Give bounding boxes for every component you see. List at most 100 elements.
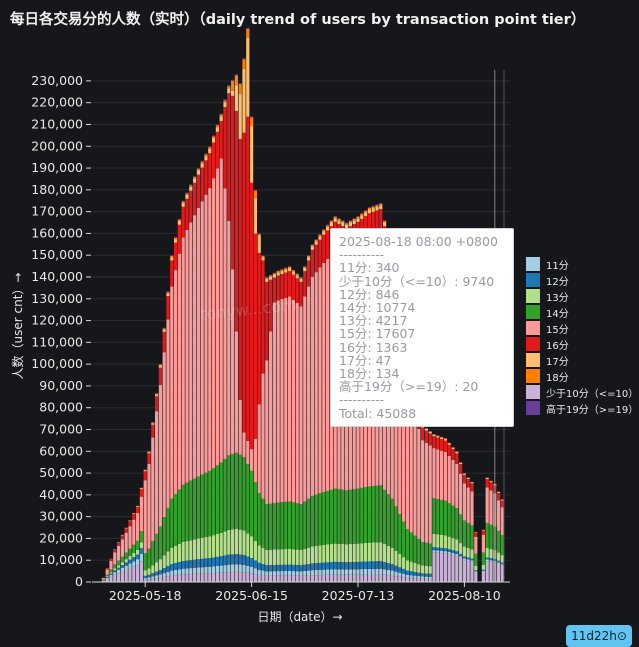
- bar-segment: [474, 565, 478, 571]
- bar-segment: [139, 561, 143, 582]
- bar-segment: [356, 218, 360, 222]
- bar-segment: [120, 562, 124, 566]
- bar-segment: [227, 220, 231, 456]
- bar-segment: [421, 427, 425, 441]
- bar-segment: [215, 556, 219, 566]
- tooltip-line: 12分: 846: [339, 286, 400, 302]
- bar-segment: [136, 513, 140, 541]
- bar-segment: [193, 215, 197, 479]
- bar-segment: [459, 464, 463, 474]
- bar-segment: [333, 574, 337, 582]
- bar-segment: [269, 276, 273, 280]
- legend-item[interactable]: 11分: [526, 256, 638, 272]
- bar-segment: [307, 564, 311, 571]
- bar-segment: [253, 233, 257, 439]
- bar-segment: [177, 224, 181, 254]
- bar-segment: [189, 480, 193, 541]
- tooltip-line: 11分: 340: [339, 260, 400, 276]
- bar-segment: [242, 58, 246, 60]
- bar-segment: [497, 492, 501, 493]
- bar-segment: [333, 216, 337, 219]
- bar-segment: [265, 276, 269, 278]
- bar-segment: [166, 551, 170, 567]
- bar-segment: [379, 561, 383, 569]
- bar-segment: [174, 494, 178, 546]
- bar-segment: [318, 267, 322, 494]
- legend-item[interactable]: 17分: [526, 352, 638, 368]
- bar-segment: [428, 431, 432, 434]
- bar-segment: [147, 574, 151, 578]
- bar-segment: [405, 570, 409, 575]
- legend-item[interactable]: 15分: [526, 320, 638, 336]
- bar-segment: [284, 548, 288, 565]
- bar-segment: [253, 540, 257, 561]
- bar-segment: [147, 452, 151, 454]
- bar-segment: [470, 549, 474, 559]
- bar-segment: [367, 568, 371, 575]
- bar-segment: [223, 102, 227, 108]
- bar-segment: [238, 83, 242, 85]
- bar-segment: [417, 428, 421, 539]
- bar-segment: [219, 565, 223, 573]
- bar-segment: [246, 565, 250, 573]
- bar-segment: [215, 168, 219, 466]
- y-tick-label: 40,000: [39, 487, 83, 502]
- bar-segment: [166, 566, 170, 572]
- bar-segment: [246, 28, 250, 38]
- bar-segment: [139, 542, 143, 549]
- legend-item[interactable]: 18分: [526, 368, 638, 384]
- bar-segment: [379, 574, 383, 582]
- bar-segment: [155, 393, 159, 395]
- bar-segment: [208, 566, 212, 574]
- legend-item[interactable]: 13分: [526, 288, 638, 304]
- bar-segment: [455, 508, 459, 540]
- tooltip-line: 18分: 134: [339, 366, 400, 382]
- bar-segment: [280, 502, 284, 550]
- legend-item[interactable]: 少于10分（<=10）: [526, 384, 638, 400]
- bar-segment: [360, 213, 364, 216]
- bar-segment: [208, 147, 212, 149]
- bar-segment: [253, 198, 257, 234]
- bar-segment: [151, 565, 155, 574]
- bar-segment: [162, 331, 166, 353]
- bar-segment: [432, 434, 436, 437]
- legend-item[interactable]: 12分: [526, 272, 638, 288]
- bar-segment: [462, 560, 466, 582]
- bar-segment: [436, 552, 440, 582]
- bar-segment: [234, 331, 238, 453]
- bar-segment: [253, 438, 257, 482]
- bar-segment: [181, 201, 185, 204]
- timer-badge[interactable]: 11d22h⊙: [566, 625, 632, 647]
- bar-segment: [322, 562, 326, 570]
- bar-segment: [371, 486, 375, 543]
- bar-segment: [227, 529, 231, 555]
- bar-segment: [440, 550, 444, 553]
- bar-segment: [136, 565, 140, 582]
- bar-segment: [447, 444, 451, 456]
- bar-segment: [447, 442, 451, 444]
- bar-segment: [470, 483, 474, 492]
- bar-segment: [367, 561, 371, 569]
- bar-segment: [177, 253, 181, 490]
- legend-item[interactable]: 14分: [526, 304, 638, 320]
- bar-segment: [459, 462, 463, 465]
- bar-segment: [462, 546, 466, 557]
- bar-segment: [269, 575, 273, 582]
- bar-segment: [276, 272, 280, 276]
- bar-segment: [318, 545, 322, 563]
- bar-segment: [246, 116, 250, 441]
- bar-segment: [272, 277, 276, 303]
- bar-segment: [272, 549, 276, 565]
- bar-segment: [231, 90, 235, 96]
- bar-segment: [455, 539, 459, 552]
- bar-segment: [474, 532, 478, 533]
- bar-segment: [291, 571, 295, 576]
- bar-segment: [223, 107, 227, 189]
- bar-segment: [242, 69, 246, 133]
- bar-segment: [348, 562, 352, 570]
- legend-item[interactable]: 16分: [526, 336, 638, 352]
- legend-item[interactable]: 高于19分（>=19）: [526, 400, 638, 416]
- bar-segment: [310, 563, 314, 571]
- bar-segment: [231, 571, 235, 582]
